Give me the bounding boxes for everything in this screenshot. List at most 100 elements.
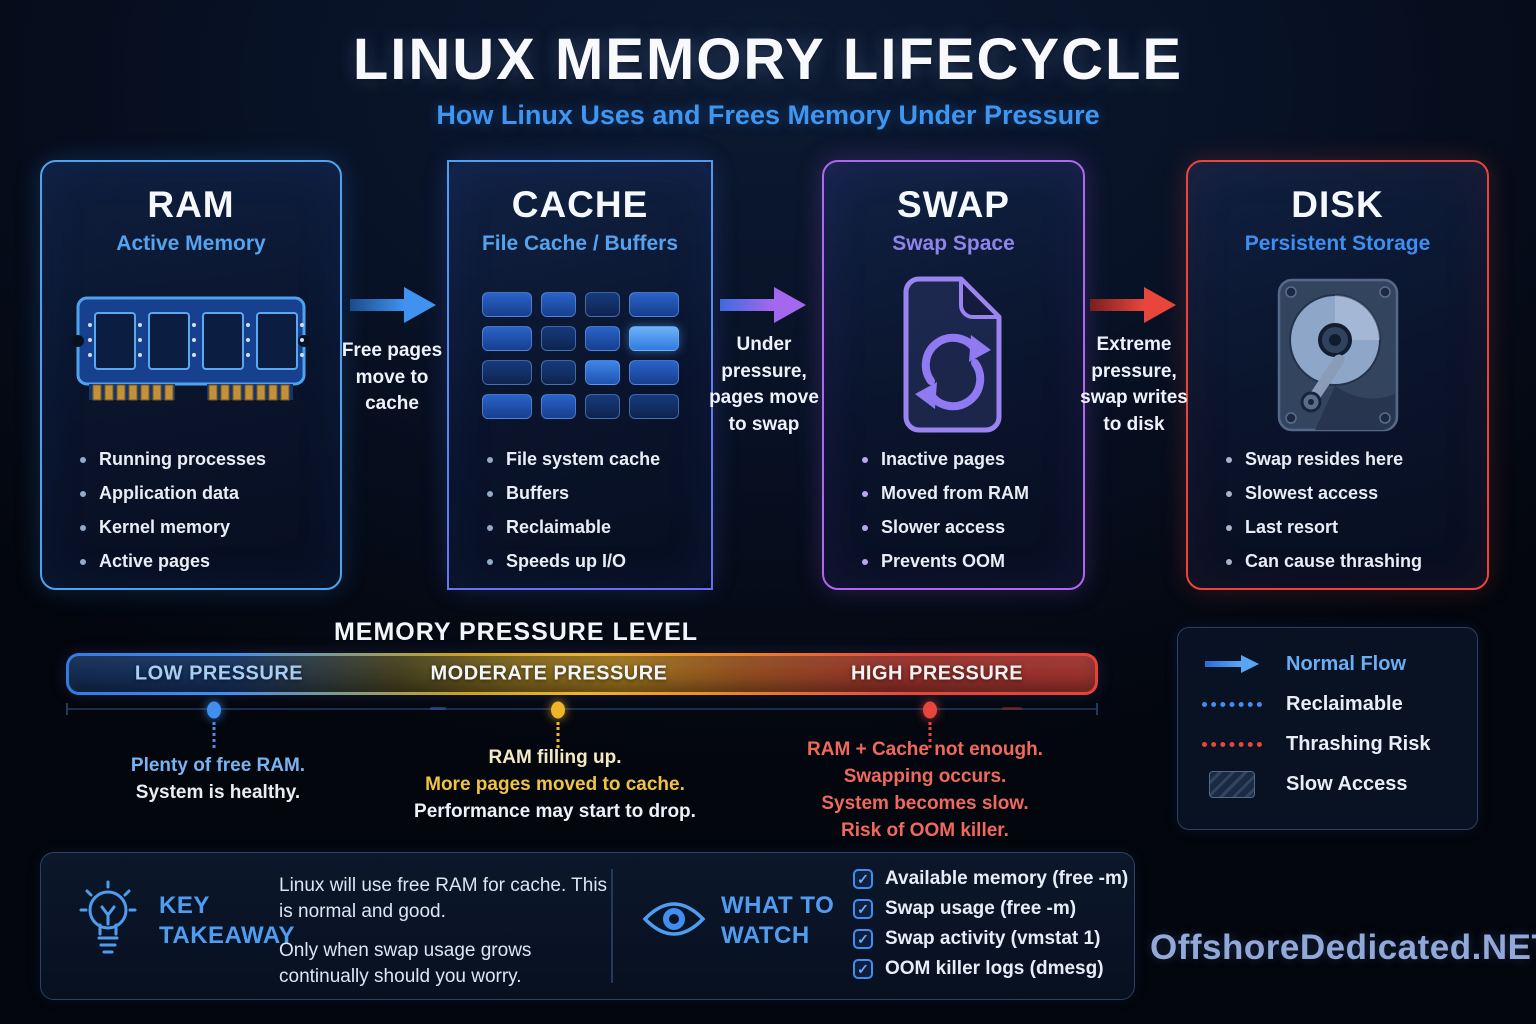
page-subtitle: How Linux Uses and Frees Memory Under Pr… (436, 100, 1100, 130)
card-disk: DISK Persistent Storage Swap resides her (1186, 160, 1489, 590)
checklist-label: Swap usage (free -m) (885, 898, 1077, 919)
card-disk-subtitle: Persistent Storage (1244, 232, 1431, 255)
checkbox-icon (853, 869, 873, 889)
legend-label: Thrashing Risk (1286, 732, 1431, 755)
card-ram-subtitle: Active Memory (116, 232, 266, 255)
pressure-title: MEMORY PRESSURE LEVEL (333, 618, 699, 646)
checklist-item: OOM killer logs (dmesg) (853, 958, 1128, 980)
bullet-item: Prevents OOM (862, 551, 1029, 572)
key-takeaway-heading: KEY TAKEAWAY (159, 892, 296, 949)
flow-label-cache-to-swap: Under pressure, pages move to swap (709, 334, 819, 435)
ram-module-icon (42, 270, 340, 440)
bullet-item: Moved from RAM (862, 483, 1029, 504)
card-disk-bullets: Swap resides here Slowest access Last re… (1188, 449, 1422, 585)
pressure-desc-high: RAM + Cache not enough. Swapping occurs.… (760, 736, 1090, 844)
pressure-dot-moderate (551, 701, 565, 719)
desc-line: RAM filling up. (488, 747, 622, 768)
desc-line: More pages moved to cache. (425, 774, 685, 795)
pressure-label-high: HIGH PRESSURE (850, 662, 1024, 685)
card-ram: RAM Active Memory (40, 160, 342, 590)
legend-label: Normal Flow (1286, 652, 1407, 675)
watch-checklist: Available memory (free -m) Swap usage (f… (853, 868, 1128, 988)
bullet-item: Slower access (862, 517, 1029, 538)
pressure-axis (66, 703, 1098, 715)
legend-item-thrashing-risk: Thrashing Risk (1178, 724, 1477, 764)
card-ram-bullets: Running processes Application data Kerne… (42, 449, 266, 585)
card-swap-title: SWAP (897, 184, 1010, 225)
thrashing-dotted-line-icon (1178, 741, 1286, 747)
checklist-label: OOM killer logs (dmesg) (885, 958, 1104, 979)
bullet-item: Reclaimable (487, 517, 660, 538)
desc-line: Performance may start to drop. (414, 801, 696, 822)
flow-label-swap-to-disk: Extreme pressure, swap writes to disk (1080, 334, 1188, 435)
card-disk-title: DISK (1291, 184, 1384, 225)
footer-divider (611, 869, 613, 983)
legend-item-slow-access: Slow Access (1178, 764, 1477, 804)
flow-arrow-cache-to-swap-icon (720, 287, 806, 323)
pressure-dot-low (207, 701, 221, 719)
card-ram-title: RAM (147, 184, 235, 225)
checkbox-icon (853, 959, 873, 979)
bullet-item: Speeds up I/O (487, 551, 660, 572)
flow-arrow-ram-to-cache-icon (350, 287, 436, 323)
page-title: LINUX MEMORY LIFECYCLE (352, 27, 1184, 92)
checklist-item: Swap activity (vmstat 1) (853, 928, 1128, 950)
card-cache-title: CACHE (511, 184, 649, 225)
pressure-label-moderate: MODERATE PRESSURE (430, 662, 668, 685)
brand-watermark: OffshoreDedicated.NET (1150, 928, 1536, 967)
pressure-desc-moderate: RAM filling up. More pages moved to cach… (390, 744, 720, 825)
bullet-item: Running processes (80, 449, 266, 470)
legend-label: Reclaimable (1286, 692, 1403, 715)
eye-icon (642, 902, 706, 936)
reclaimable-dotted-line-icon (1178, 701, 1286, 707)
checkbox-icon (853, 929, 873, 949)
bullet-item: Active pages (80, 551, 266, 572)
what-to-watch-heading: WHAT TO WATCH (721, 892, 835, 949)
pressure-drop-low (212, 722, 216, 748)
card-swap-bullets: Inactive pages Moved from RAM Slower acc… (824, 449, 1029, 585)
checklist-label: Swap activity (vmstat 1) (885, 928, 1101, 949)
card-cache: CACHE File Cache / Buffers File system c… (447, 160, 713, 590)
bullet-item: Application data (80, 483, 266, 504)
slow-access-hatched-icon (1178, 770, 1286, 798)
desc-line: Swapping occurs. (843, 766, 1007, 787)
axis-dash-blue (430, 707, 446, 710)
flow-label-ram-to-cache: Free pages move to cache (341, 340, 443, 415)
takeaway-paragraph: Only when swap usage grows continually s… (279, 940, 532, 987)
bullet-item: Slowest access (1226, 483, 1422, 504)
axis-dash-red (1002, 707, 1022, 710)
takeaway-paragraph: Linux will use free RAM for cache. This … (279, 875, 608, 922)
card-swap: SWAP Swap Space Inactive pages Moved fro… (822, 160, 1085, 590)
desc-line: Risk of OOM killer. (841, 820, 1009, 841)
legend-box: Normal Flow Reclaimable Thrashing Risk S… (1177, 627, 1478, 830)
pressure-drop-moderate (556, 722, 560, 748)
desc-line: System is healthy. (135, 782, 301, 803)
legend-item-reclaimable: Reclaimable (1178, 684, 1477, 724)
footer-box: KEY TAKEAWAY Linux will use free RAM for… (40, 852, 1135, 1000)
desc-line: RAM + Cache not enough. (807, 739, 1043, 760)
legend-label: Slow Access (1286, 772, 1408, 795)
pressure-desc-low: Plenty of free RAM. System is healthy. (68, 752, 368, 806)
key-takeaway-text: Linux will use free RAM for cache. This … (279, 873, 609, 1003)
normal-flow-arrow-icon (1178, 654, 1286, 674)
bullet-item: Last resort (1226, 517, 1422, 538)
legend-item-normal-flow: Normal Flow (1178, 644, 1477, 684)
bullet-item: Swap resides here (1226, 449, 1422, 470)
checklist-item: Available memory (free -m) (853, 868, 1128, 890)
pressure-bar: LOW PRESSURE MODERATE PRESSURE HIGH PRES… (66, 653, 1098, 695)
desc-line: System becomes slow. (821, 793, 1029, 814)
checkbox-icon (853, 899, 873, 919)
bullet-item: Inactive pages (862, 449, 1029, 470)
desc-line: Plenty of free RAM. (130, 755, 306, 776)
checklist-item: Swap usage (free -m) (853, 898, 1128, 920)
card-swap-subtitle: Swap Space (892, 232, 1015, 255)
hard-disk-icon (1188, 270, 1487, 440)
swap-refresh-icon (824, 270, 1083, 440)
lightbulb-icon (79, 880, 137, 954)
pressure-dot-high (923, 701, 937, 719)
card-cache-subtitle: File Cache / Buffers (481, 232, 679, 255)
flow-arrow-swap-to-disk-icon (1090, 287, 1176, 323)
card-cache-bullets: File system cache Buffers Reclaimable Sp… (449, 449, 660, 585)
bullet-item: Can cause thrashing (1226, 551, 1422, 572)
